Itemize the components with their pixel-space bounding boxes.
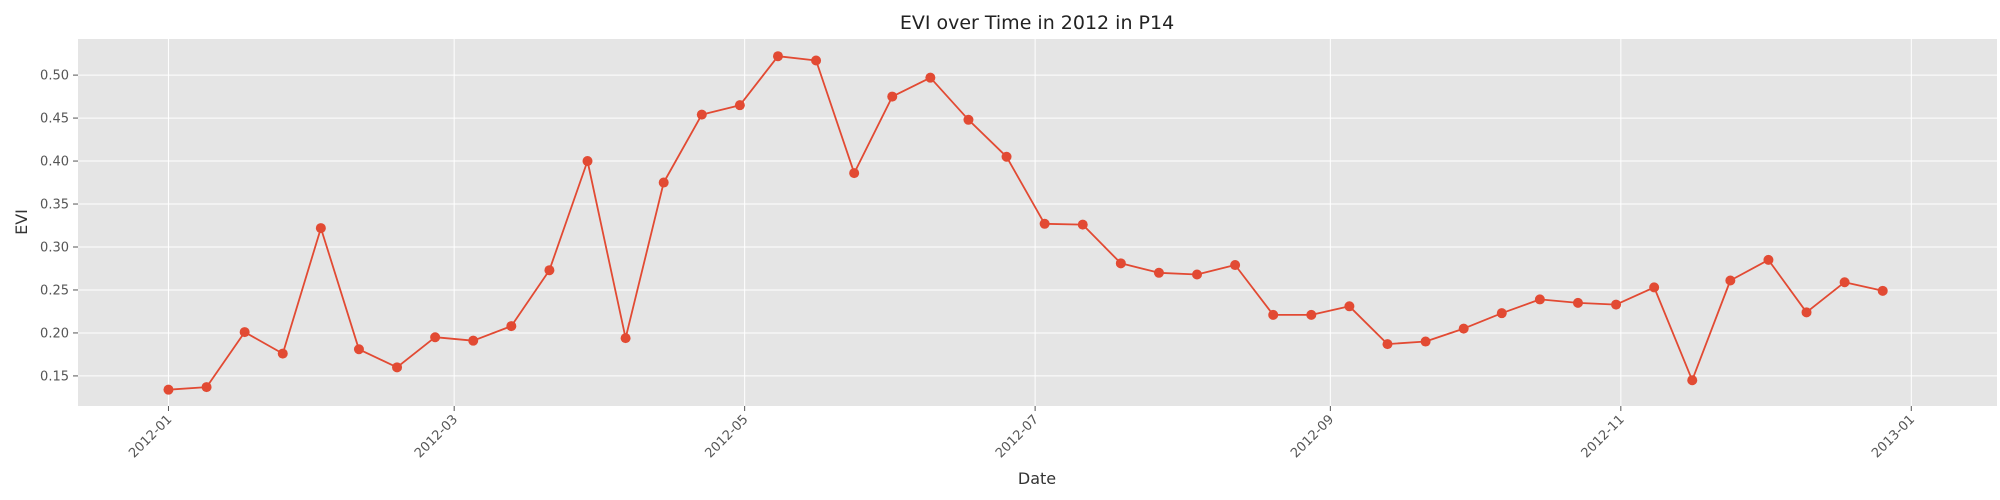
y-tick-label: 0.40 — [40, 155, 69, 170]
grid-lines — [78, 39, 1997, 406]
x-axis-ticks: 2012-01 2012-03 2012-05 2012-07 2012-09 2012-… — [126, 406, 1918, 461]
y-tick-label: 0.20 — [40, 326, 69, 341]
data-point — [163, 384, 174, 395]
y-axis-ticks: 0.15 0.20 0.25 0.30 0.35 0.40 0.45 0.50 — [40, 69, 78, 384]
data-point — [430, 332, 441, 343]
data-point — [658, 177, 669, 188]
x-tick-label: 2012-09 — [1288, 412, 1337, 461]
data-point — [544, 265, 555, 276]
data-point — [239, 327, 250, 338]
data-point — [925, 72, 936, 83]
data-point — [1001, 151, 1012, 162]
y-tick-label: 0.35 — [40, 198, 69, 213]
x-tick-label: 2012-03 — [412, 412, 461, 461]
y-axis-title: EVI — [12, 209, 31, 235]
data-point — [696, 109, 707, 120]
data-point — [1496, 308, 1507, 319]
x-tick-label: 2012-05 — [702, 412, 751, 461]
data-point — [1839, 277, 1850, 288]
y-tick-label: 0.50 — [40, 69, 69, 84]
data-point — [1268, 309, 1279, 320]
x-tick-label: 2012-11 — [1579, 412, 1628, 461]
data-point — [506, 321, 517, 332]
data-point — [963, 114, 974, 125]
plot-area — [78, 39, 1997, 406]
chart-title: EVI over Time in 2012 in P14 — [900, 12, 1174, 34]
data-point — [1611, 299, 1622, 310]
evi-series — [163, 51, 1888, 395]
data-point — [1687, 375, 1698, 386]
data-point — [1801, 307, 1812, 318]
data-point — [734, 100, 745, 111]
data-point — [772, 51, 783, 62]
data-point — [582, 156, 593, 167]
series-line — [168, 55, 1883, 391]
data-point — [1877, 285, 1888, 296]
data-point — [1420, 336, 1431, 347]
data-point — [620, 333, 631, 344]
data-point — [1039, 218, 1050, 229]
data-point — [811, 55, 822, 66]
data-point — [1344, 301, 1355, 312]
data-point — [849, 168, 860, 179]
x-tick-label: 2013-01 — [1869, 412, 1918, 461]
data-point — [1725, 275, 1736, 286]
x-tick-label: 2012-01 — [126, 412, 175, 461]
y-tick-label: 0.30 — [40, 240, 69, 255]
data-point — [1192, 269, 1203, 280]
data-point — [1649, 282, 1660, 293]
data-point — [1458, 323, 1469, 334]
data-point — [1572, 297, 1583, 308]
x-axis-title: Date — [1018, 469, 1056, 488]
data-point — [201, 382, 212, 393]
data-point — [1230, 260, 1241, 271]
data-point — [1115, 258, 1126, 269]
data-point — [277, 348, 288, 359]
data-point — [887, 91, 898, 102]
data-point — [1763, 254, 1774, 265]
data-point — [1153, 267, 1164, 278]
y-tick-label: 0.45 — [40, 112, 69, 127]
x-tick-label: 2012-07 — [993, 412, 1042, 461]
data-point — [315, 223, 326, 234]
data-point — [1534, 294, 1545, 305]
data-point — [1306, 309, 1317, 320]
y-tick-label: 0.15 — [40, 369, 69, 384]
data-point — [1077, 219, 1088, 230]
data-point — [392, 362, 403, 373]
data-point — [468, 335, 479, 346]
data-point — [1382, 339, 1393, 350]
y-tick-label: 0.25 — [40, 283, 69, 298]
data-point — [353, 344, 364, 355]
